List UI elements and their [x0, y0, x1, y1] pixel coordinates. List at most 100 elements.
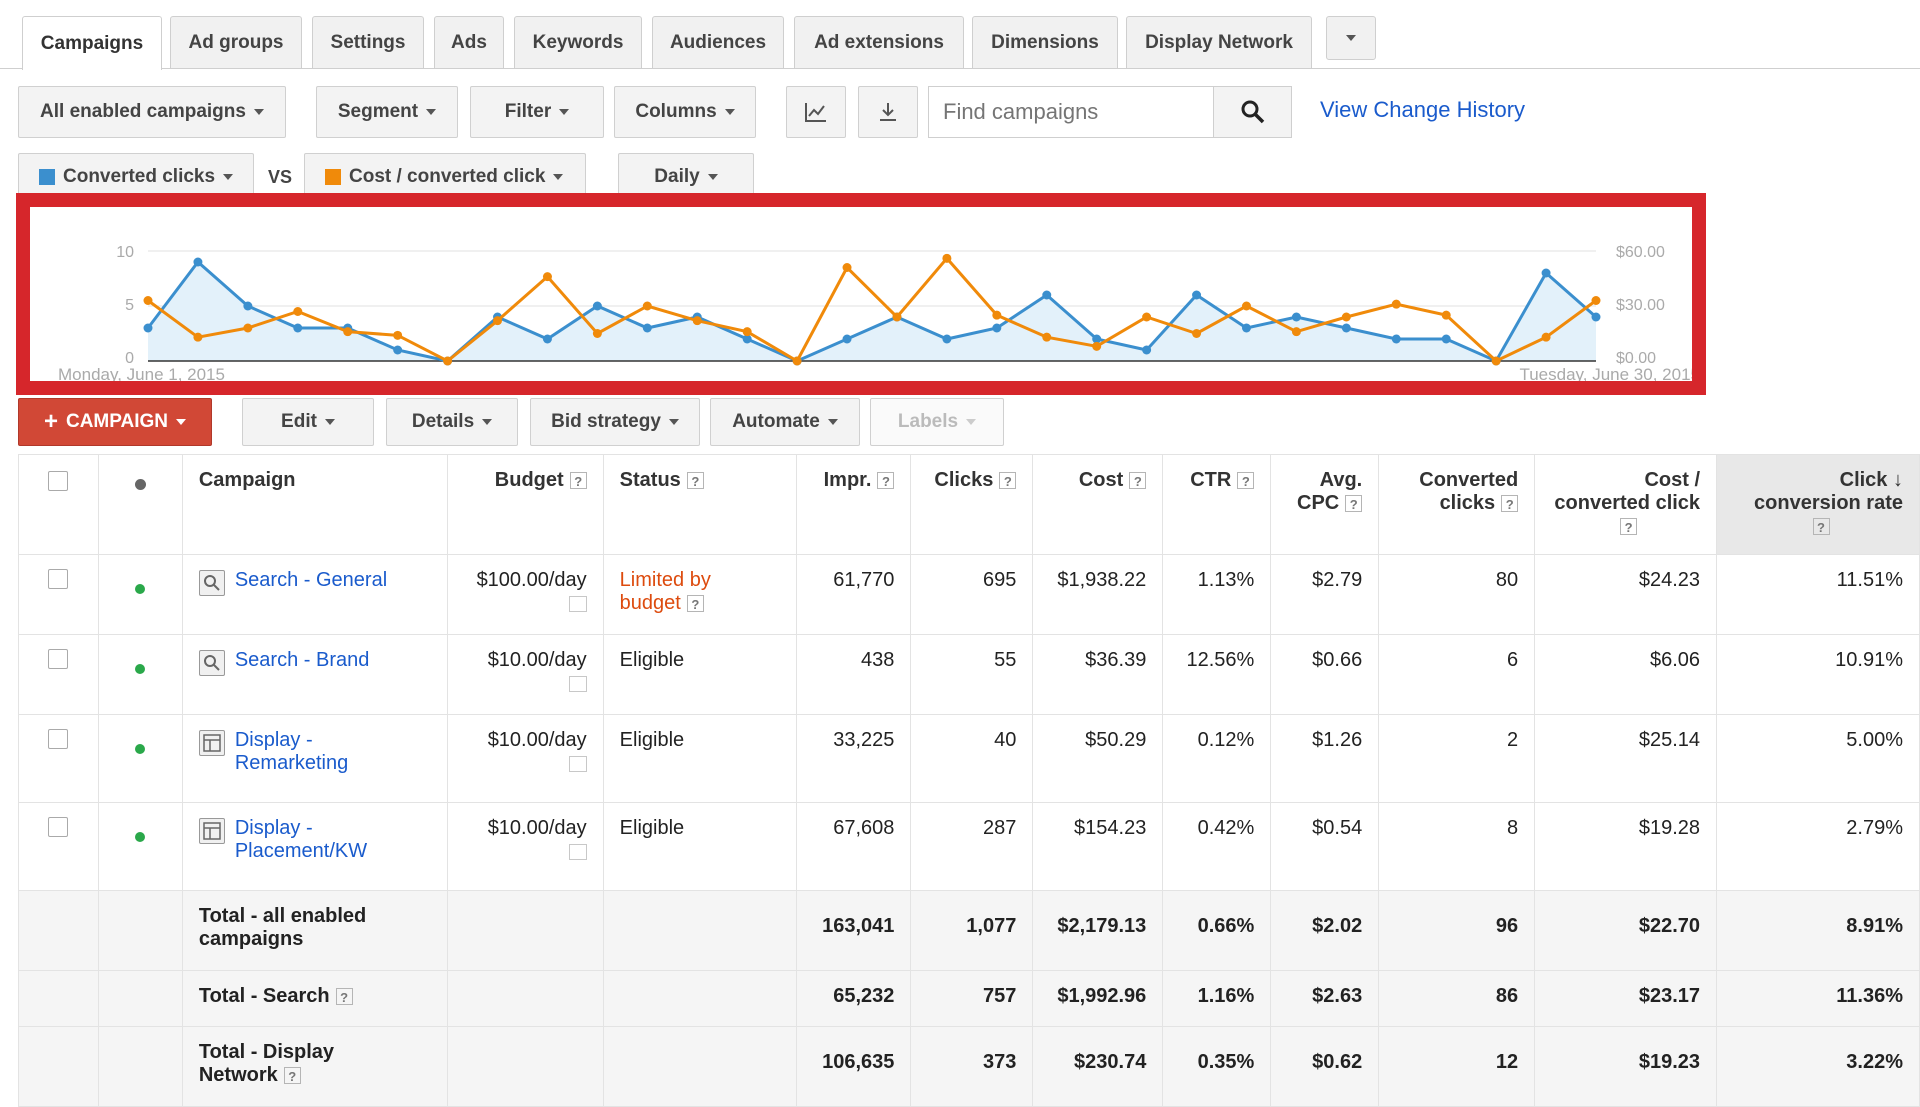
header-cost[interactable]: Cost?	[1032, 454, 1164, 555]
segment-dropdown[interactable]: Segment	[316, 86, 458, 138]
total-converted-clicks: 86	[1378, 970, 1536, 1027]
campaign-filter-dropdown[interactable]: All enabled campaigns	[18, 86, 286, 138]
plus-icon: +	[43, 408, 58, 435]
tab-ad-groups[interactable]: Ad groups	[170, 16, 302, 68]
help-icon[interactable]: ?	[1345, 495, 1363, 513]
header-cost-per-conv[interactable]: Cost / converted click?	[1534, 454, 1718, 555]
help-icon[interactable]: ?	[1812, 518, 1830, 536]
header-impr[interactable]: Impr.?	[796, 454, 912, 555]
labels-label: Labels	[897, 411, 959, 432]
select-all-checkbox[interactable]	[48, 471, 69, 491]
x-start-label: Monday, June 1, 2015	[58, 365, 225, 381]
header-ctr[interactable]: CTR?	[1162, 454, 1272, 555]
budget-cell: $10.00/day	[446, 714, 604, 803]
clicks-cell: 695	[910, 554, 1034, 635]
download-button[interactable]	[858, 86, 918, 138]
help-icon[interactable]: ?	[686, 595, 704, 613]
metric2-dropdown[interactable]: Cost / converted click	[304, 153, 586, 199]
converted-clicks-cell: 6	[1378, 634, 1536, 715]
header-avg-cpc[interactable]: Avg. CPC?	[1270, 454, 1380, 555]
header-label: clicks	[1439, 492, 1496, 514]
y-left-tick: 10	[116, 244, 134, 261]
chevron-down-icon	[482, 419, 493, 425]
header-clicks[interactable]: Clicks?	[910, 454, 1034, 555]
help-icon[interactable]: ?	[1620, 518, 1638, 536]
series-2-point	[493, 316, 503, 326]
metric1-dropdown[interactable]: Converted clicks	[18, 153, 254, 199]
help-icon[interactable]: ?	[1237, 472, 1255, 490]
series-2-point	[293, 307, 303, 316]
tab-ads[interactable]: Ads	[434, 16, 504, 68]
help-icon[interactable]: ?	[335, 988, 353, 1006]
header-status[interactable]: Status?	[602, 454, 798, 555]
series-1-point	[942, 334, 952, 344]
budget-chart-icon[interactable]	[568, 844, 587, 860]
help-icon[interactable]: ?	[283, 1067, 301, 1085]
help-icon[interactable]: ?	[1129, 472, 1147, 490]
labels-dropdown[interactable]: Labels	[870, 398, 1004, 446]
add-campaign-button[interactable]: + CAMPAIGN	[18, 398, 212, 446]
status-cell: Eligible	[602, 802, 798, 891]
clicks-cell: 40	[910, 714, 1034, 803]
row-checkbox[interactable]	[48, 729, 69, 749]
search-button[interactable]	[1213, 87, 1291, 137]
series-1-point	[1291, 312, 1301, 322]
clicks-cell: 55	[910, 634, 1034, 715]
download-icon	[880, 103, 896, 121]
totals-row: Total - Display Network? 106,635 373 $230.74…	[18, 1026, 1920, 1107]
edit-label: Edit	[281, 411, 317, 432]
tab-keywords[interactable]: Keywords	[514, 16, 642, 68]
campaign-link[interactable]: Search - Brand	[234, 649, 370, 671]
campaign-link[interactable]: Display -	[234, 729, 313, 751]
chart-toggle-button[interactable]	[786, 86, 846, 138]
campaign-link[interactable]: Search - General	[234, 569, 388, 591]
series-2-point	[393, 330, 403, 340]
help-icon[interactable]: ?	[877, 472, 895, 490]
total-ctr: 0.66%	[1162, 890, 1272, 971]
tab-display-network[interactable]: Display Network	[1126, 16, 1312, 68]
table-row: Search - Brand $10.00/day Eligible 438 55 $36…	[18, 634, 1920, 715]
tab-ad-extensions[interactable]: Ad extensions	[794, 16, 964, 68]
series-2-point	[642, 301, 652, 311]
row-checkbox[interactable]	[48, 569, 69, 589]
period-dropdown[interactable]: Daily	[618, 153, 754, 199]
tab-campaigns[interactable]: Campaigns	[22, 16, 162, 70]
bid-strategy-dropdown[interactable]: Bid strategy	[530, 398, 700, 446]
header-campaign[interactable]: Campaign	[181, 454, 448, 555]
series-2-point	[343, 327, 353, 337]
details-dropdown[interactable]: Details	[386, 398, 518, 446]
x-end-label: Tuesday, June 30, 2015	[1519, 365, 1692, 381]
search-input[interactable]	[929, 87, 1213, 137]
cost-per-conv-cell: $25.14	[1534, 714, 1718, 803]
help-icon[interactable]: ?	[686, 472, 704, 490]
header-converted-clicks[interactable]: Converted clicks?	[1378, 454, 1536, 555]
display-campaign-icon	[198, 730, 225, 756]
campaign-link[interactable]: Display -	[234, 817, 313, 839]
tab-dimensions[interactable]: Dimensions	[972, 16, 1118, 68]
campaign-link[interactable]: Placement/KW	[234, 840, 368, 862]
row-checkbox[interactable]	[48, 817, 69, 837]
y-right-tick: $60.00	[1616, 244, 1665, 261]
tab-settings[interactable]: Settings	[312, 16, 424, 68]
more-tabs-button[interactable]	[1326, 16, 1376, 60]
help-icon[interactable]: ?	[569, 472, 587, 490]
automate-dropdown[interactable]: Automate	[710, 398, 860, 446]
help-icon[interactable]: ?	[1501, 495, 1519, 513]
columns-dropdown[interactable]: Columns	[614, 86, 756, 138]
ctr-cell: 12.56%	[1162, 634, 1272, 715]
header-conv-rate[interactable]: Click ↓ conversion rate?	[1716, 454, 1920, 555]
budget-chart-icon[interactable]	[568, 596, 587, 612]
edit-dropdown[interactable]: Edit	[242, 398, 374, 446]
campaign-link[interactable]: Remarketing	[234, 752, 349, 774]
view-change-history-link[interactable]: View Change History	[1320, 97, 1526, 122]
filter-dropdown[interactable]: Filter	[470, 86, 604, 138]
total-label-cell: Total - Display Network?	[181, 1026, 448, 1107]
header-budget[interactable]: Budget?	[446, 454, 604, 555]
tab-audiences[interactable]: Audiences	[652, 16, 784, 68]
budget-chart-icon[interactable]	[568, 676, 587, 692]
help-icon[interactable]: ?	[999, 472, 1017, 490]
series-2-point	[143, 296, 153, 305]
clicks-cell: 287	[910, 802, 1034, 891]
row-checkbox[interactable]	[48, 649, 69, 669]
budget-chart-icon[interactable]	[568, 756, 587, 772]
